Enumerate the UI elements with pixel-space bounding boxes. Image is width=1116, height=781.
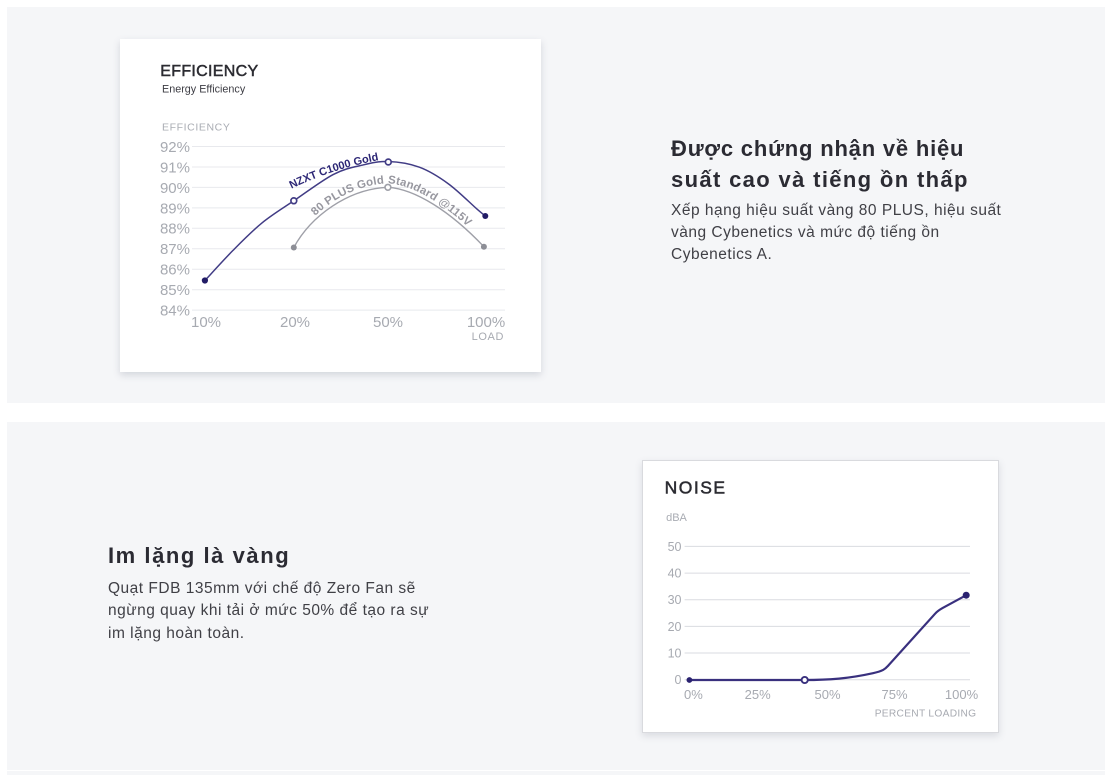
svg-text:0: 0 xyxy=(675,673,682,687)
svg-text:86%: 86% xyxy=(160,262,190,279)
svg-text:85%: 85% xyxy=(160,282,190,299)
svg-text:50%: 50% xyxy=(814,687,840,702)
svg-text:89%: 89% xyxy=(160,200,190,217)
svg-text:PERCENT LOADING: PERCENT LOADING xyxy=(875,709,977,720)
svg-text:NOISE: NOISE xyxy=(665,477,727,497)
svg-text:20%: 20% xyxy=(280,314,310,331)
svg-text:91%: 91% xyxy=(160,159,190,176)
svg-text:80 PLUS Gold Standard @115V: 80 PLUS Gold Standard @115V xyxy=(309,174,474,229)
svg-text:87%: 87% xyxy=(160,241,190,258)
svg-text:EFFICIENCY: EFFICIENCY xyxy=(160,63,258,80)
svg-text:50%: 50% xyxy=(373,314,403,331)
svg-text:100%: 100% xyxy=(945,687,979,702)
svg-text:30: 30 xyxy=(668,593,682,607)
svg-text:84%: 84% xyxy=(160,303,190,320)
svg-text:Energy Efficiency: Energy Efficiency xyxy=(162,84,246,96)
svg-text:75%: 75% xyxy=(881,687,907,702)
svg-text:25%: 25% xyxy=(745,687,771,702)
svg-text:0%: 0% xyxy=(684,687,703,702)
svg-text:10: 10 xyxy=(668,647,682,661)
svg-text:20: 20 xyxy=(668,620,682,634)
svg-text:dBA: dBA xyxy=(666,512,687,524)
svg-text:LOAD: LOAD xyxy=(472,331,504,343)
svg-text:88%: 88% xyxy=(160,221,190,238)
svg-text:100%: 100% xyxy=(467,314,505,331)
svg-text:90%: 90% xyxy=(160,180,190,197)
svg-text:40: 40 xyxy=(668,567,682,581)
svg-text:92%: 92% xyxy=(160,139,190,156)
svg-text:10%: 10% xyxy=(191,314,221,331)
svg-text:50: 50 xyxy=(668,540,682,554)
svg-text:EFFICIENCY: EFFICIENCY xyxy=(162,122,230,134)
